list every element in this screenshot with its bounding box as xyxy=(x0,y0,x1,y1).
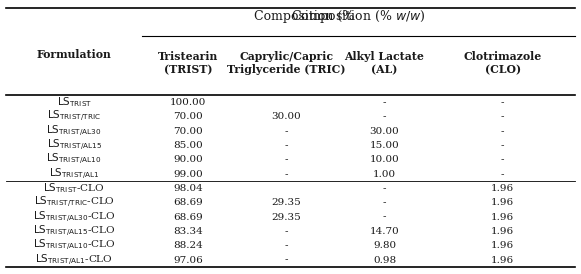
Text: Clotrimazole
(CLO): Clotrimazole (CLO) xyxy=(464,51,541,75)
Text: 99.00: 99.00 xyxy=(173,170,203,179)
Text: 14.70: 14.70 xyxy=(370,227,399,236)
Text: $\mathrm{LS}_{\mathrm{TRIST/AL15}}$: $\mathrm{LS}_{\mathrm{TRIST/AL15}}$ xyxy=(46,138,102,153)
Text: -: - xyxy=(285,241,288,250)
Text: 68.69: 68.69 xyxy=(173,213,203,222)
Text: $\mathrm{LS}_{\mathrm{TRIST/AL1}}$: $\mathrm{LS}_{\mathrm{TRIST/AL1}}$ xyxy=(49,167,99,182)
Text: Composition (% $\it{w/w}$): Composition (% $\it{w/w}$) xyxy=(292,8,426,25)
Text: -: - xyxy=(383,213,386,222)
Text: -: - xyxy=(501,112,504,121)
Text: -: - xyxy=(285,256,288,265)
Text: 0.98: 0.98 xyxy=(373,256,396,265)
Text: Caprylic/Capric
Triglyceride (TRIC): Caprylic/Capric Triglyceride (TRIC) xyxy=(227,51,346,75)
Text: Formulation: Formulation xyxy=(37,49,112,60)
Text: 15.00: 15.00 xyxy=(370,141,399,150)
Text: -: - xyxy=(501,170,504,179)
Text: 1.96: 1.96 xyxy=(491,198,514,207)
Text: 9.80: 9.80 xyxy=(373,241,396,250)
Text: $\mathrm{LS}_{\mathrm{TRIST}}$-CLO: $\mathrm{LS}_{\mathrm{TRIST}}$-CLO xyxy=(43,182,105,195)
Text: $\mathrm{LS}_{\mathrm{TRIST/AL15}}$-CLO: $\mathrm{LS}_{\mathrm{TRIST/AL15}}$-CLO xyxy=(33,224,116,239)
Text: $\mathrm{LS}_{\mathrm{TRIST/AL10}}$-CLO: $\mathrm{LS}_{\mathrm{TRIST/AL10}}$-CLO xyxy=(33,238,116,253)
Text: $\mathrm{LS}_{\mathrm{TRIST/TRIC}}$: $\mathrm{LS}_{\mathrm{TRIST/TRIC}}$ xyxy=(47,109,101,124)
Text: 1.96: 1.96 xyxy=(491,227,514,236)
Text: -: - xyxy=(501,155,504,164)
Text: 30.00: 30.00 xyxy=(271,112,301,121)
Text: -: - xyxy=(501,98,504,107)
Text: -: - xyxy=(383,98,386,107)
Text: $\mathrm{LS}_{\mathrm{TRIST/TRIC}}$-CLO: $\mathrm{LS}_{\mathrm{TRIST/TRIC}}$-CLO xyxy=(34,195,114,210)
Text: 10.00: 10.00 xyxy=(370,155,399,164)
Text: -: - xyxy=(285,141,288,150)
Text: 90.00: 90.00 xyxy=(173,155,203,164)
Text: Alkyl Lactate
(AL): Alkyl Lactate (AL) xyxy=(345,51,424,75)
Text: -: - xyxy=(501,127,504,136)
Text: -: - xyxy=(501,141,504,150)
Text: 85.00: 85.00 xyxy=(173,141,203,150)
Text: -: - xyxy=(383,198,386,207)
Text: 98.04: 98.04 xyxy=(173,184,203,193)
Text: 1.00: 1.00 xyxy=(373,170,396,179)
Text: 1.96: 1.96 xyxy=(491,256,514,265)
Text: 29.35: 29.35 xyxy=(271,198,301,207)
Text: 30.00: 30.00 xyxy=(370,127,399,136)
Text: 100.00: 100.00 xyxy=(170,98,206,107)
Text: Tristearin
(TRIST): Tristearin (TRIST) xyxy=(158,51,218,75)
Text: 1.96: 1.96 xyxy=(491,241,514,250)
Text: -: - xyxy=(383,184,386,193)
Text: $\mathrm{LS}_{\mathrm{TRIST/AL10}}$: $\mathrm{LS}_{\mathrm{TRIST/AL10}}$ xyxy=(46,152,102,167)
Text: 29.35: 29.35 xyxy=(271,213,301,222)
Text: 1.96: 1.96 xyxy=(491,213,514,222)
Text: Composition (%: Composition (% xyxy=(254,10,359,23)
Text: 88.24: 88.24 xyxy=(173,241,203,250)
Text: 68.69: 68.69 xyxy=(173,198,203,207)
Text: 97.06: 97.06 xyxy=(173,256,203,265)
Text: -: - xyxy=(285,127,288,136)
Text: -: - xyxy=(285,170,288,179)
Text: $\mathrm{LS}_{\mathrm{TRIST/AL1}}$-CLO: $\mathrm{LS}_{\mathrm{TRIST/AL1}}$-CLO xyxy=(35,253,113,268)
Text: $\mathrm{LS}_{\mathrm{TRIST}}$: $\mathrm{LS}_{\mathrm{TRIST}}$ xyxy=(56,96,92,109)
Text: 83.34: 83.34 xyxy=(173,227,203,236)
Text: -: - xyxy=(285,155,288,164)
Text: $\mathrm{LS}_{\mathrm{TRIST/AL30}}$: $\mathrm{LS}_{\mathrm{TRIST/AL30}}$ xyxy=(46,124,102,139)
Text: 1.96: 1.96 xyxy=(491,184,514,193)
Text: 70.00: 70.00 xyxy=(173,127,203,136)
Text: -: - xyxy=(285,227,288,236)
Text: -: - xyxy=(383,112,386,121)
Text: $\mathrm{LS}_{\mathrm{TRIST/AL30}}$-CLO: $\mathrm{LS}_{\mathrm{TRIST/AL30}}$-CLO xyxy=(33,210,116,225)
Text: 70.00: 70.00 xyxy=(173,112,203,121)
